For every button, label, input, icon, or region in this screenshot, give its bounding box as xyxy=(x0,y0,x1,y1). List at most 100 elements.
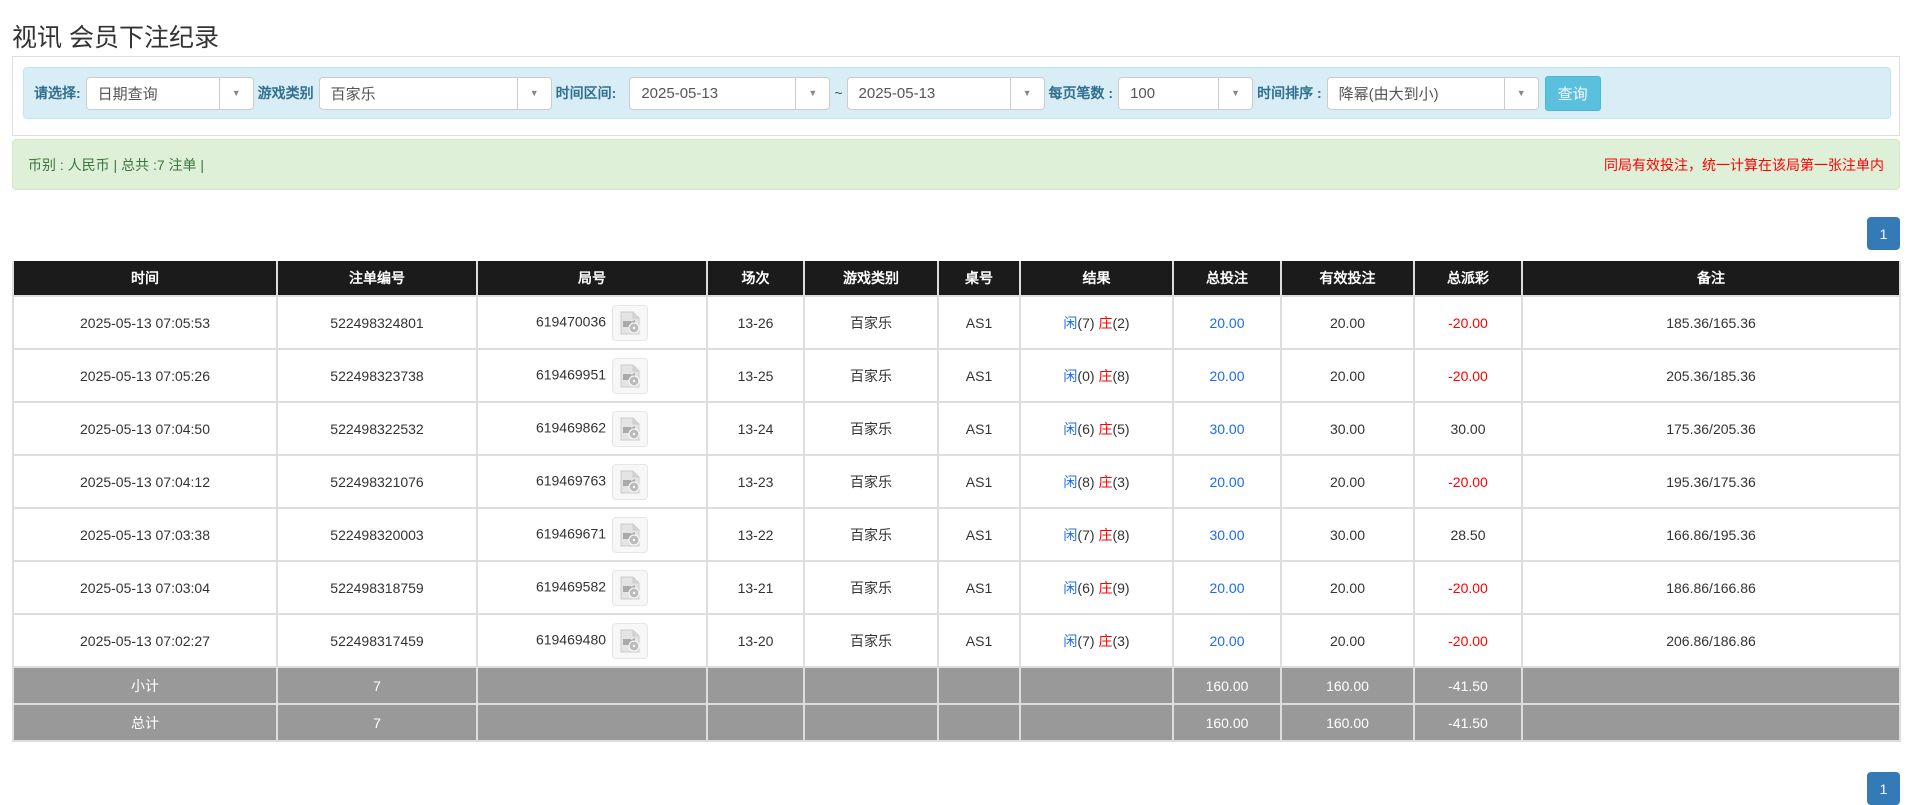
cell-bet-id: 522498324801 xyxy=(276,295,478,350)
cell-round: 619469951 xyxy=(476,348,708,403)
cell-total-bet: 20.00 xyxy=(1172,613,1282,668)
cell-time: 2025-05-13 07:05:53 xyxy=(12,295,278,350)
cell-session: 13-23 xyxy=(706,454,805,509)
result-banker-label: 庄 xyxy=(1098,632,1113,649)
cell-valid-bet: 30.00 xyxy=(1280,401,1415,456)
date-to-select[interactable]: 2025-05-13 ▼ xyxy=(846,76,1045,110)
summary-text: 币别 : 人民币 | 总共 :7 注单 | xyxy=(28,156,205,173)
round-number: 619469480 xyxy=(535,631,607,648)
header-payout: 总派彩 xyxy=(1413,261,1523,297)
result-player-label: 闲 xyxy=(1063,314,1078,331)
result-banker-label: 庄 xyxy=(1098,367,1113,384)
table-row: 2025-05-13 07:03:04 522498318759 619469582… xyxy=(12,560,1901,615)
chevron-down-icon: ▼ xyxy=(795,77,829,109)
sum-empty xyxy=(706,703,805,742)
cell-round: 619469671 xyxy=(476,507,708,562)
cell-game-type: 百家乐 xyxy=(803,295,939,350)
round-number: 619469951 xyxy=(535,366,607,383)
range-separator: ~ xyxy=(834,85,843,101)
result-player-score: (7) xyxy=(1077,526,1095,543)
cell-game-type: 百家乐 xyxy=(803,454,939,509)
cell-note: 186.86/166.86 xyxy=(1521,560,1901,615)
result-player-label: 闲 xyxy=(1063,473,1078,490)
sum-empty xyxy=(476,703,708,742)
cell-payout: -20.00 xyxy=(1413,613,1523,668)
grand-total-row: 总计 7 160.00 160.00 -41.50 xyxy=(12,703,1901,742)
cell-note: 205.36/185.36 xyxy=(1521,348,1901,403)
cell-table-no: AS1 xyxy=(937,507,1021,562)
header-round: 局号 xyxy=(476,261,708,297)
video-file-icon[interactable] xyxy=(612,463,649,500)
page-size-select[interactable]: 100 ▼ xyxy=(1118,76,1254,110)
sum-empty xyxy=(937,703,1021,742)
video-file-icon[interactable] xyxy=(612,622,649,659)
sort-select[interactable]: 降幂(由大到小) ▼ xyxy=(1326,76,1539,110)
cell-total-bet: 30.00 xyxy=(1172,401,1282,456)
video-file-icon[interactable] xyxy=(612,357,649,394)
pagination-page-1-bottom[interactable]: 1 xyxy=(1867,772,1900,805)
cell-session: 13-25 xyxy=(706,348,805,403)
result-banker-score: (9) xyxy=(1112,579,1130,596)
result-player-score: (7) xyxy=(1077,314,1095,331)
cell-round: 619470036 xyxy=(476,295,708,350)
sum-total-bet: 160.00 xyxy=(1172,666,1282,705)
video-file-icon[interactable] xyxy=(612,410,649,447)
cell-bet-id: 522498322532 xyxy=(276,401,478,456)
date-from-select[interactable]: 2025-05-13 ▼ xyxy=(629,76,831,110)
filter-bar: 请选择: 日期查询 ▼ 游戏类别 百家乐 ▼ 时间区间: 2025-05-13 … xyxy=(23,67,1891,119)
cell-note: 166.86/195.36 xyxy=(1521,507,1901,562)
game-type-label: 游戏类别 xyxy=(257,85,314,101)
cell-valid-bet: 30.00 xyxy=(1280,507,1415,562)
cell-note: 206.86/186.86 xyxy=(1521,613,1901,668)
cell-table-no: AS1 xyxy=(937,454,1021,509)
cell-payout: -20.00 xyxy=(1413,348,1523,403)
cell-total-bet: 20.00 xyxy=(1172,295,1282,350)
pagination-page-1-top[interactable]: 1 xyxy=(1867,217,1900,250)
video-file-icon[interactable] xyxy=(612,516,649,553)
sum-label: 小计 xyxy=(12,666,278,705)
result-player-score: (7) xyxy=(1077,632,1095,649)
result-player-score: (6) xyxy=(1077,579,1095,596)
cell-session: 13-22 xyxy=(706,507,805,562)
cell-total-bet: 30.00 xyxy=(1172,507,1282,562)
sum-payout: -41.50 xyxy=(1413,703,1523,742)
cell-time: 2025-05-13 07:03:04 xyxy=(12,560,278,615)
cell-valid-bet: 20.00 xyxy=(1280,295,1415,350)
game-type-select[interactable]: 百家乐 ▼ xyxy=(318,76,552,110)
cell-payout: -20.00 xyxy=(1413,454,1523,509)
header-result: 结果 xyxy=(1019,261,1174,297)
result-banker-score: (8) xyxy=(1112,367,1130,384)
table-row: 2025-05-13 07:04:50 522498322532 619469862… xyxy=(12,401,1901,456)
chevron-down-icon: ▼ xyxy=(1218,77,1252,109)
header-total-bet: 总投注 xyxy=(1172,261,1282,297)
page-size-value: 100 xyxy=(1130,84,1156,102)
sum-valid-bet: 160.00 xyxy=(1280,703,1415,742)
chevron-down-icon: ▼ xyxy=(516,77,551,109)
cell-table-no: AS1 xyxy=(937,613,1021,668)
cell-bet-id: 522498317459 xyxy=(276,613,478,668)
round-number: 619469862 xyxy=(535,419,607,436)
cell-table-no: AS1 xyxy=(937,348,1021,403)
cell-round: 619469763 xyxy=(476,454,708,509)
table-row: 2025-05-13 07:02:27 522498317459 619469480… xyxy=(12,613,1901,668)
video-file-icon[interactable] xyxy=(612,304,649,341)
sum-empty xyxy=(1019,703,1174,742)
table-row: 2025-05-13 07:03:38 522498320003 619469671… xyxy=(12,507,1901,562)
sum-empty xyxy=(937,666,1021,705)
video-file-icon[interactable] xyxy=(612,569,649,606)
query-type-select[interactable]: 日期查询 ▼ xyxy=(85,76,254,110)
result-banker-score: (5) xyxy=(1112,420,1130,437)
cell-result: 闲(6) 庄(5) xyxy=(1019,401,1174,456)
cell-game-type: 百家乐 xyxy=(803,560,939,615)
summary-alert: 币别 : 人民币 | 总共 :7 注单 | 同局有效投注，统一计算在该局第一张注… xyxy=(12,139,1900,190)
cell-note: 195.36/175.36 xyxy=(1521,454,1901,509)
header-note: 备注 xyxy=(1521,261,1901,297)
query-button[interactable]: 查询 xyxy=(1544,75,1601,111)
cell-result: 闲(7) 庄(8) xyxy=(1019,507,1174,562)
sum-count: 7 xyxy=(276,666,478,705)
page-title: 视讯 会员下注纪录 xyxy=(12,24,219,52)
cell-time: 2025-05-13 07:03:38 xyxy=(12,507,278,562)
result-player-label: 闲 xyxy=(1063,420,1078,437)
cell-total-bet: 20.00 xyxy=(1172,560,1282,615)
cell-result: 闲(6) 庄(9) xyxy=(1019,560,1174,615)
